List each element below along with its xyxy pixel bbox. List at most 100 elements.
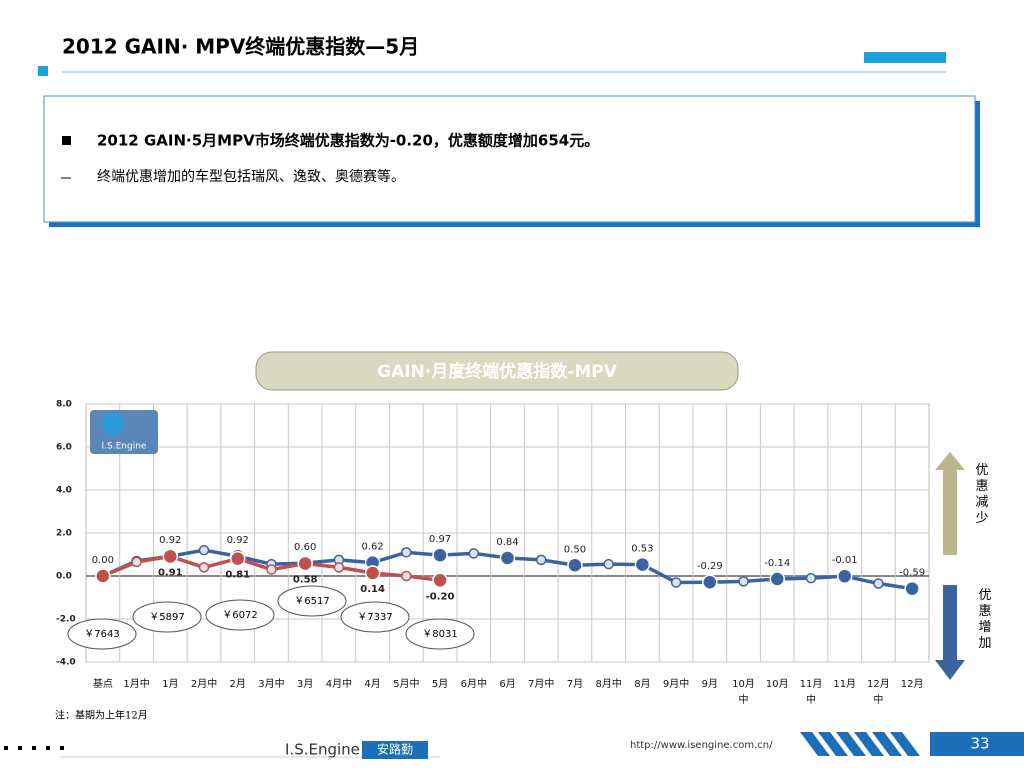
- data-label: 0.84: [496, 537, 518, 548]
- annotation: ￥6517: [294, 596, 329, 607]
- up-arrow: [935, 452, 965, 555]
- x-tick-label: 4月中: [326, 677, 352, 690]
- chart-title: GAIN·月度终端优惠指数-MPV: [377, 361, 618, 382]
- note: 注：基期为上年12月: [55, 709, 148, 722]
- data-label: 0.91: [158, 567, 183, 578]
- point: [162, 548, 179, 565]
- footer-cn-box: [362, 741, 428, 759]
- footer-cn: 安路勤: [377, 742, 413, 757]
- x-tick-label: 11月: [833, 678, 856, 690]
- data-label: 0.81: [225, 570, 250, 581]
- data-label: -0.01: [832, 555, 858, 566]
- footer-dots: [4, 746, 64, 750]
- x-tick-label: 12月: [901, 678, 924, 690]
- y-tick-label: 4.0: [56, 486, 72, 496]
- point: [805, 572, 817, 584]
- footer-stripes: [800, 732, 1024, 756]
- annotation-bubble: [67, 618, 137, 650]
- annotation-bubble: [205, 599, 275, 631]
- x-tick-label: 1月: [162, 678, 178, 690]
- data-label: 0.00: [92, 555, 114, 566]
- point: [738, 576, 749, 587]
- point: [401, 570, 412, 582]
- x-tick-label: 11月中: [800, 678, 823, 706]
- y-tick-label: 6.0: [56, 443, 72, 453]
- point: [198, 544, 210, 556]
- point: [535, 554, 547, 566]
- data-label: 0.92: [227, 535, 249, 546]
- y-tick-label: 2.0: [56, 529, 72, 539]
- y-tick-label: 0.0: [56, 572, 72, 582]
- annotation-bubble: [277, 585, 347, 617]
- point: [432, 572, 448, 589]
- x-tick-label: 10月中: [732, 678, 755, 706]
- x-tick-label: 12月中: [867, 678, 890, 706]
- data-label: 0.97: [429, 534, 451, 545]
- data-label: -0.20: [426, 591, 455, 602]
- x-tick-label: 1月中: [123, 677, 149, 690]
- x-tick-label: 10月: [766, 678, 789, 690]
- upper-label: 优惠减少: [975, 463, 988, 526]
- footer-brand: I.S.Engine: [285, 741, 360, 759]
- x-tick-label: 2月: [230, 678, 246, 690]
- point: [333, 562, 345, 573]
- x-tick-label: 5月中: [393, 677, 419, 690]
- slide-title: 2012 GAIN· MPV终端优惠指数—5月: [62, 35, 419, 59]
- point: [266, 564, 277, 575]
- data-label: 0.62: [361, 542, 383, 553]
- point: [836, 568, 853, 584]
- point: [603, 558, 614, 570]
- x-tick-label: 7月: [567, 678, 583, 690]
- x-tick-label: 2月中: [191, 677, 217, 690]
- point: [702, 574, 718, 590]
- x-tick-label: 3月中: [258, 677, 284, 690]
- data-label: 0.53: [631, 544, 653, 555]
- annotation: ￥8031: [422, 629, 457, 640]
- data-label: -0.29: [697, 561, 723, 572]
- y-tick-label: 8.0: [56, 400, 72, 410]
- data-label: 0.60: [294, 542, 316, 553]
- data-label: 0.14: [360, 584, 385, 595]
- annotation: ￥7337: [357, 612, 392, 623]
- point: [468, 548, 480, 559]
- data-label: -0.59: [899, 568, 925, 579]
- x-tick-label: 9月中: [663, 677, 689, 690]
- x-tick-label: 3月: [297, 678, 313, 690]
- annotation: ￥7643: [84, 629, 119, 640]
- bullet-square: [62, 136, 71, 145]
- x-tick-label: 5月: [432, 678, 448, 690]
- x-tick-label: 6月: [499, 678, 515, 690]
- x-tick-label: 7月中: [528, 677, 554, 690]
- point: [873, 578, 884, 589]
- x-tick-label: 9月: [702, 678, 718, 690]
- point: [567, 557, 583, 573]
- point: [229, 550, 246, 567]
- down-arrow: [935, 585, 965, 680]
- bullet-2: 终端优惠增加的车型包括瑞风、逸致、奥德赛等。: [97, 168, 405, 185]
- bullet-1: 2012 GAIN·5月MPV市场终端优惠指数为-0.20，优惠额度增加654元…: [97, 132, 599, 150]
- page-number: 33: [970, 735, 989, 753]
- y-tick-label: -4.0: [56, 658, 76, 668]
- point: [499, 550, 516, 566]
- logo-text: I.S.Engine: [102, 442, 147, 452]
- annotation: ￥6072: [222, 610, 257, 621]
- logo-icon: [102, 413, 124, 435]
- x-tick-label: 8月中: [595, 677, 621, 690]
- point: [364, 565, 381, 581]
- point: [297, 555, 313, 572]
- url: http://www.isengine.com.cn/: [630, 740, 773, 751]
- data-label: 0.58: [293, 575, 318, 586]
- point: [670, 577, 682, 588]
- annotation: ￥5897: [149, 612, 184, 623]
- x-tick-label: 8月: [634, 678, 650, 690]
- point: [432, 547, 448, 563]
- chart-header: [255, 351, 739, 391]
- data-label: -0.14: [764, 558, 790, 569]
- plot: 8.0 6.0 4.0 2.0 0.0 -2.0 -4.0 基点 1月中 1月 2月中 2月 3月中 3月…: [56, 400, 930, 706]
- y-tick-label: -2.0: [56, 615, 76, 625]
- x-tick-label: 4月: [364, 678, 380, 690]
- point: [401, 547, 412, 558]
- x-tick-label: 6月中: [461, 677, 487, 690]
- annotation-bubble: [340, 601, 410, 633]
